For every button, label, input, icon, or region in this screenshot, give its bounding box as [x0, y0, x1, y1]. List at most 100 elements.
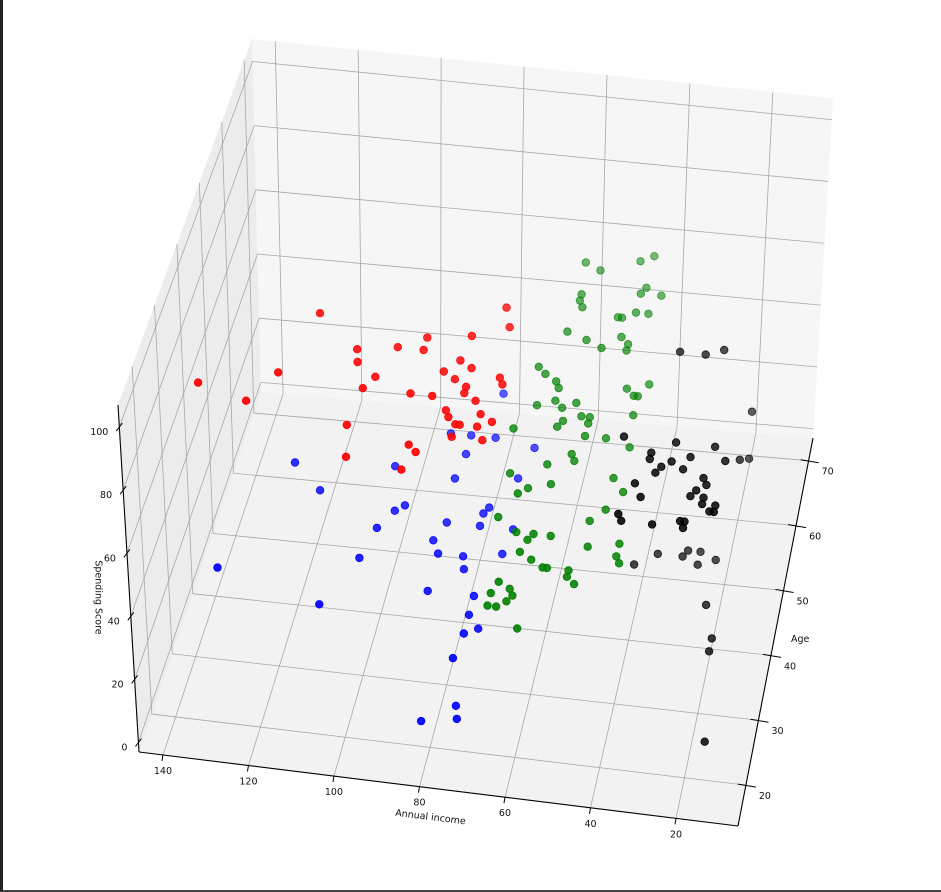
grid-line-score: [134, 318, 260, 680]
data-point: [557, 403, 567, 412]
data-point: [636, 492, 645, 502]
data-point: [404, 440, 413, 449]
data-point: [479, 509, 488, 518]
data-point: [513, 624, 522, 633]
data-point: [700, 737, 709, 746]
data-point: [675, 516, 685, 526]
data-point: [534, 362, 543, 371]
x-tick-mark: [161, 754, 164, 762]
data-point: [406, 389, 415, 398]
data-point: [615, 539, 624, 548]
data-point: [601, 505, 610, 514]
data-point: [464, 610, 474, 619]
tick-label: 60: [104, 553, 116, 564]
data-point: [450, 375, 460, 384]
data-point: [636, 289, 645, 298]
data-point: [342, 420, 351, 430]
data-point: [512, 527, 521, 537]
data-point: [429, 536, 438, 545]
grid-line-income: [162, 393, 284, 756]
x-tick-mark: [503, 797, 506, 804]
data-point: [707, 634, 716, 643]
grid-line-income: [504, 420, 599, 798]
data-point: [630, 479, 640, 488]
data-point: [711, 555, 720, 565]
data-point: [393, 343, 402, 352]
grid-line-score: [138, 382, 262, 743]
grid-line-income: [519, 66, 525, 414]
data-point: [502, 597, 511, 606]
data-point: [678, 552, 687, 561]
data-point: [693, 560, 702, 569]
data-point: [433, 549, 443, 558]
data-point: [629, 411, 638, 420]
data-point: [372, 523, 382, 533]
y-tick-mark: [800, 459, 819, 464]
data-point: [618, 487, 628, 497]
data-point: [461, 449, 471, 459]
grid-line-score: [252, 61, 832, 121]
grid-lines: [118, 41, 832, 819]
data-point: [629, 560, 639, 569]
data-point: [509, 424, 518, 433]
data-point: [704, 647, 714, 656]
floor-pane: [139, 392, 813, 826]
data-point: [642, 283, 651, 292]
data-point: [696, 547, 705, 556]
data-point: [508, 591, 517, 600]
tick-label: 40: [584, 819, 596, 830]
data-point: [358, 384, 367, 393]
data-point: [474, 624, 483, 633]
data-point: [543, 460, 552, 469]
z-tick-mark: [127, 612, 135, 621]
data-point: [530, 443, 539, 453]
data-point: [467, 331, 477, 341]
data-point: [667, 457, 676, 466]
grid-line-age: [198, 182, 214, 534]
data-point: [701, 350, 710, 359]
data-points: [193, 252, 757, 746]
data-point: [657, 291, 666, 300]
data-point: [450, 474, 460, 483]
grid-line-income: [755, 91, 774, 434]
tick-label: 20: [670, 829, 682, 840]
data-point: [686, 452, 695, 462]
data-point: [622, 346, 631, 355]
z-tick-mark: [115, 422, 123, 432]
data-point: [397, 465, 406, 474]
grid-line-age: [151, 713, 746, 786]
data-point: [721, 456, 730, 466]
data-point: [523, 535, 532, 544]
data-point: [735, 455, 744, 464]
data-point: [353, 345, 362, 354]
x-axis-line: [138, 751, 739, 827]
data-point: [597, 343, 606, 353]
grid-line-score: [130, 253, 258, 617]
data-point: [619, 432, 629, 441]
data-point: [459, 565, 469, 574]
grid-line-income: [248, 400, 363, 766]
data-point: [562, 572, 572, 581]
data-point: [625, 443, 634, 452]
data-point: [699, 473, 708, 483]
data-point: [241, 396, 251, 405]
grid-line-age: [131, 366, 153, 715]
data-point: [551, 396, 560, 405]
x-tick-mark: [246, 765, 249, 772]
data-point: [452, 714, 461, 724]
data-point: [683, 546, 693, 555]
grid-line-income: [675, 433, 757, 819]
data-point: [645, 380, 654, 389]
grid-line-age: [221, 121, 234, 474]
data-point: [451, 701, 461, 710]
data-point: [572, 398, 581, 408]
grid-line-score: [259, 317, 818, 368]
data-point: [471, 396, 480, 405]
data-point: [390, 506, 399, 515]
data-point: [274, 368, 283, 377]
x-tick-mark: [332, 776, 335, 783]
data-point: [541, 369, 550, 379]
data-point: [498, 549, 507, 559]
data-point: [442, 518, 451, 527]
data-point: [505, 323, 514, 332]
